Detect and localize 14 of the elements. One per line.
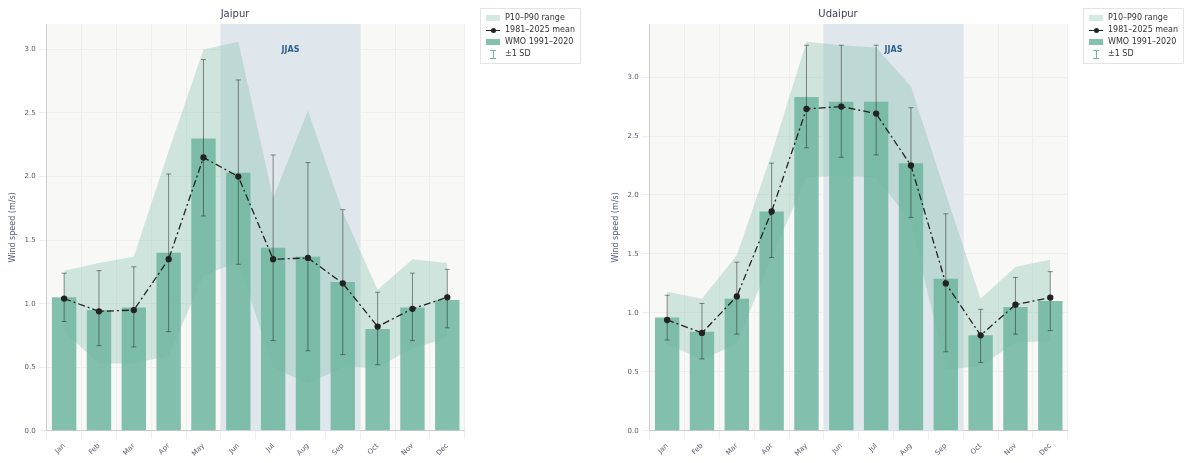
- chart-title: Udaipur: [818, 7, 859, 19]
- legend-label: WMO 1991–2020: [505, 36, 574, 48]
- text: P10–P90 range: [1108, 12, 1168, 24]
- chart-title: Jaipur: [219, 7, 251, 19]
- legend-label: 1981–2025 mean: [505, 24, 575, 36]
- text: P10–P90 range: [505, 12, 565, 24]
- legend-label: WMO 1991–2020: [1108, 36, 1177, 48]
- legend-label: 1981–2025 mean: [1108, 24, 1178, 36]
- y-axis-title: Wind speed (m/s): [7, 192, 17, 263]
- band-label: JJAS: [883, 45, 903, 55]
- y-axis-title: Wind speed (m/s): [610, 192, 620, 263]
- text: ±1 SD: [505, 48, 531, 60]
- text: ±1 SD: [1108, 48, 1134, 60]
- band-label: JJAS: [280, 45, 300, 55]
